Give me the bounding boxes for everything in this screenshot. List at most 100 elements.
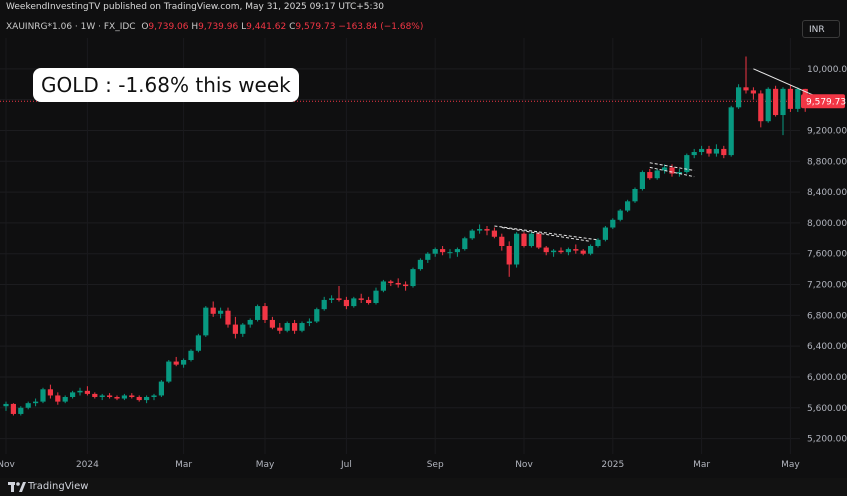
candle[interactable] [358,293,364,304]
candle[interactable] [528,232,534,248]
candle[interactable] [77,387,83,396]
candle[interactable] [188,349,194,362]
candle[interactable] [114,395,120,401]
currency-selector[interactable]: INR [802,20,840,38]
candle[interactable] [440,246,446,256]
candle[interactable] [55,392,61,405]
candle[interactable] [388,279,394,287]
candle[interactable] [787,84,793,112]
candle[interactable] [639,170,645,191]
candle[interactable] [366,296,372,305]
candle[interactable] [314,307,320,324]
candle[interactable] [454,247,460,257]
candle[interactable] [595,238,601,248]
candle[interactable] [477,224,483,234]
candle[interactable] [225,307,231,328]
candle[interactable] [166,360,172,384]
candle[interactable] [417,258,423,271]
candle[interactable] [144,395,150,404]
candle[interactable] [99,393,105,401]
candle[interactable] [292,319,298,334]
trendline[interactable] [649,162,695,171]
candle[interactable] [484,225,490,236]
candle[interactable] [195,333,201,353]
candle[interactable] [210,301,216,317]
candle[interactable] [521,232,527,248]
trendline[interactable] [753,68,821,99]
candle[interactable] [121,393,127,401]
candle[interactable] [84,386,90,396]
candle[interactable] [269,316,275,330]
candle[interactable] [336,286,342,302]
candle[interactable] [691,148,697,159]
candle[interactable] [602,225,608,242]
candle[interactable] [447,249,453,259]
candle[interactable] [380,279,386,293]
candle[interactable] [536,232,542,250]
candle[interactable] [573,244,579,254]
candle[interactable] [247,318,253,328]
candle[interactable] [10,403,16,416]
candle[interactable] [765,87,771,123]
candle[interactable] [491,227,497,239]
candle[interactable] [277,323,283,334]
candle[interactable] [299,321,305,333]
candle[interactable] [240,323,246,337]
candle[interactable] [284,321,290,333]
candle[interactable] [232,316,238,339]
candle[interactable] [588,244,594,256]
trendline[interactable] [494,225,599,241]
candle[interactable] [469,229,475,240]
candle[interactable] [743,56,749,94]
candle[interactable] [543,246,549,256]
candle[interactable] [432,247,438,257]
candle[interactable] [410,267,416,288]
candle[interactable] [262,303,268,324]
symbol-label[interactable]: XAUINRG*1.06 · 1W · FX_IDC [6,22,136,32]
candle[interactable] [18,406,24,416]
candle[interactable] [3,401,9,411]
candle[interactable] [255,304,261,322]
trendline[interactable] [649,166,695,178]
candle[interactable] [654,168,660,180]
candle[interactable] [676,168,682,177]
candle[interactable] [758,90,764,128]
candle[interactable] [395,278,401,288]
candle[interactable] [33,398,39,407]
candle[interactable] [699,145,705,156]
candle[interactable] [343,296,349,310]
candle[interactable] [351,296,357,308]
candle[interactable] [158,380,164,397]
price-chart[interactable]: 5,200.00 5,600.00 6,000.00 6,400.00 6,800.00… [0,0,847,478]
candle[interactable] [173,356,179,367]
candle[interactable] [617,209,623,222]
candle[interactable] [425,252,431,263]
candle[interactable] [306,318,312,327]
candle[interactable] [625,199,631,213]
candle[interactable] [706,145,712,157]
candle[interactable] [107,393,113,399]
candle[interactable] [151,393,157,401]
candle[interactable] [462,236,468,251]
candle[interactable] [551,249,557,257]
candle[interactable] [203,306,209,337]
candle[interactable] [25,401,31,410]
candle[interactable] [565,247,571,256]
candle[interactable] [632,187,638,203]
candle[interactable] [499,233,505,251]
candle[interactable] [129,393,135,399]
candle[interactable] [321,296,327,311]
candle[interactable] [684,153,690,174]
candle[interactable] [736,84,742,109]
candle[interactable] [610,218,616,230]
candle[interactable] [780,87,786,136]
candle[interactable] [721,145,727,159]
candle[interactable] [62,395,68,404]
candle[interactable] [558,247,564,254]
candle[interactable] [373,287,379,305]
candle[interactable] [728,105,734,157]
candle[interactable] [662,164,668,174]
candle[interactable] [580,249,586,256]
candle[interactable] [713,144,719,157]
candle[interactable] [70,390,76,399]
